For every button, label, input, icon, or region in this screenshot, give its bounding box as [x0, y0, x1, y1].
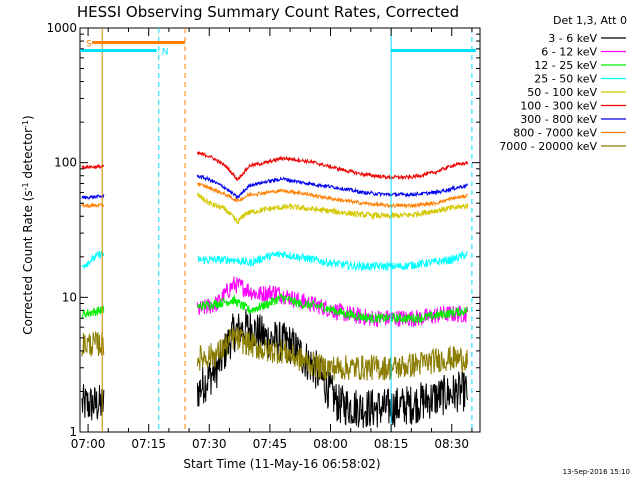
- legend-label: 7000 - 20000 keV: [499, 140, 597, 153]
- legend-label: 50 - 100 keV: [527, 86, 597, 99]
- legend-label: 12 - 25 keV: [534, 59, 597, 72]
- series-line-8: [81, 327, 468, 381]
- series-line-0: [81, 309, 468, 429]
- y-axis-label-mid: detector: [21, 128, 35, 183]
- y-axis-label-end: ): [21, 115, 35, 120]
- x-tick-label: 07:00: [71, 437, 106, 451]
- y-axis-label-main: Corrected Count Rate (s: [21, 190, 35, 334]
- chart-title: HESSI Observing Summary Count Rates, Cor…: [77, 3, 459, 21]
- y-axis-label-sup2: -1: [21, 120, 30, 128]
- x-tick-label: 08:15: [374, 437, 409, 451]
- series-line-7: [81, 182, 468, 209]
- saa-label: S: [86, 40, 92, 50]
- svg-text:Corrected Count Rate (s-1 dete: Corrected Count Rate (s-1 detector-1): [21, 115, 36, 334]
- y-tick-label: 100: [54, 156, 77, 170]
- series-group: [81, 150, 469, 429]
- y-axis-label: Corrected Count Rate (s-1 detector-1): [21, 115, 36, 334]
- y-axis-label-sup1: -1: [21, 182, 30, 190]
- series-line-4: [196, 192, 469, 225]
- legend-label: 3 - 6 keV: [548, 32, 597, 45]
- legend-label: 100 - 300 keV: [520, 100, 597, 113]
- x-tick-label: 08:00: [313, 437, 348, 451]
- legend-header: Det 1,3, Att 0: [553, 14, 627, 27]
- footer-timestamp: 13-Sep-2016 15:10: [563, 468, 630, 476]
- night-label: N: [162, 48, 169, 58]
- series-line-2: [81, 293, 468, 325]
- series-line-3: [81, 250, 468, 272]
- series-line-6: [81, 174, 468, 200]
- legend-label: 300 - 800 keV: [520, 113, 597, 126]
- legend-label: 25 - 50 keV: [534, 73, 597, 86]
- y-tick-label: 10: [62, 290, 77, 304]
- series-line-5: [81, 150, 468, 182]
- y-tick-label: 1000: [46, 21, 77, 35]
- x-tick-label: 07:45: [253, 437, 288, 451]
- plot-frame: [79, 27, 481, 433]
- x-axis-label: Start Time (11-May-16 06:58:02): [183, 457, 380, 471]
- plot-area: S N 1 10 100 1000 07:00 07:15 07:30 07:45 08:00 08:…: [46, 21, 481, 451]
- x-tick-label: 07:30: [192, 437, 227, 451]
- y-tick-label: 1: [69, 425, 77, 439]
- x-tick-label: 08:30: [434, 437, 469, 451]
- legend-label: 800 - 7000 keV: [513, 127, 597, 140]
- legend-label: 6 - 12 keV: [541, 46, 597, 59]
- x-tick-label: 07:15: [131, 437, 166, 451]
